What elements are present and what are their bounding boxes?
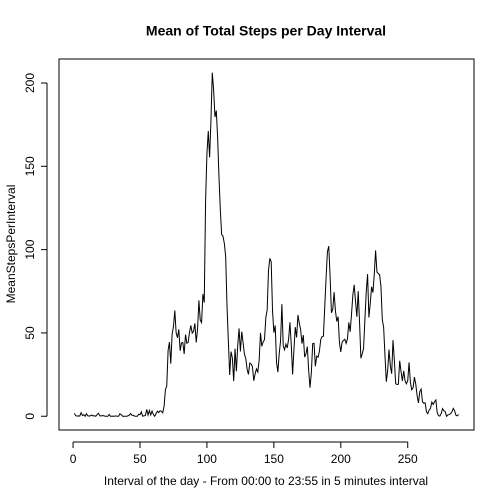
y-tick-label: 150 bbox=[23, 156, 37, 176]
y-tick-label: 0 bbox=[23, 413, 37, 420]
x-tick-label: 0 bbox=[70, 452, 77, 466]
x-tick-label: 200 bbox=[331, 452, 351, 466]
x-tick-label: 100 bbox=[197, 452, 217, 466]
x-tick-label: 150 bbox=[264, 452, 284, 466]
data-line bbox=[73, 72, 459, 418]
y-tick-label: 100 bbox=[23, 239, 37, 259]
x-tick-label: 250 bbox=[398, 452, 418, 466]
y-tick-label: 50 bbox=[23, 326, 37, 340]
y-tick-label: 200 bbox=[23, 73, 37, 93]
y-axis-label: MeanStepsPerInterval bbox=[4, 185, 18, 304]
x-tick-label: 50 bbox=[133, 452, 147, 466]
plot-frame bbox=[58, 58, 475, 431]
x-axis-label: Interval of the day - From 00:00 to 23:5… bbox=[104, 474, 428, 488]
chart-title: Mean of Total Steps per Day Interval bbox=[146, 23, 386, 39]
